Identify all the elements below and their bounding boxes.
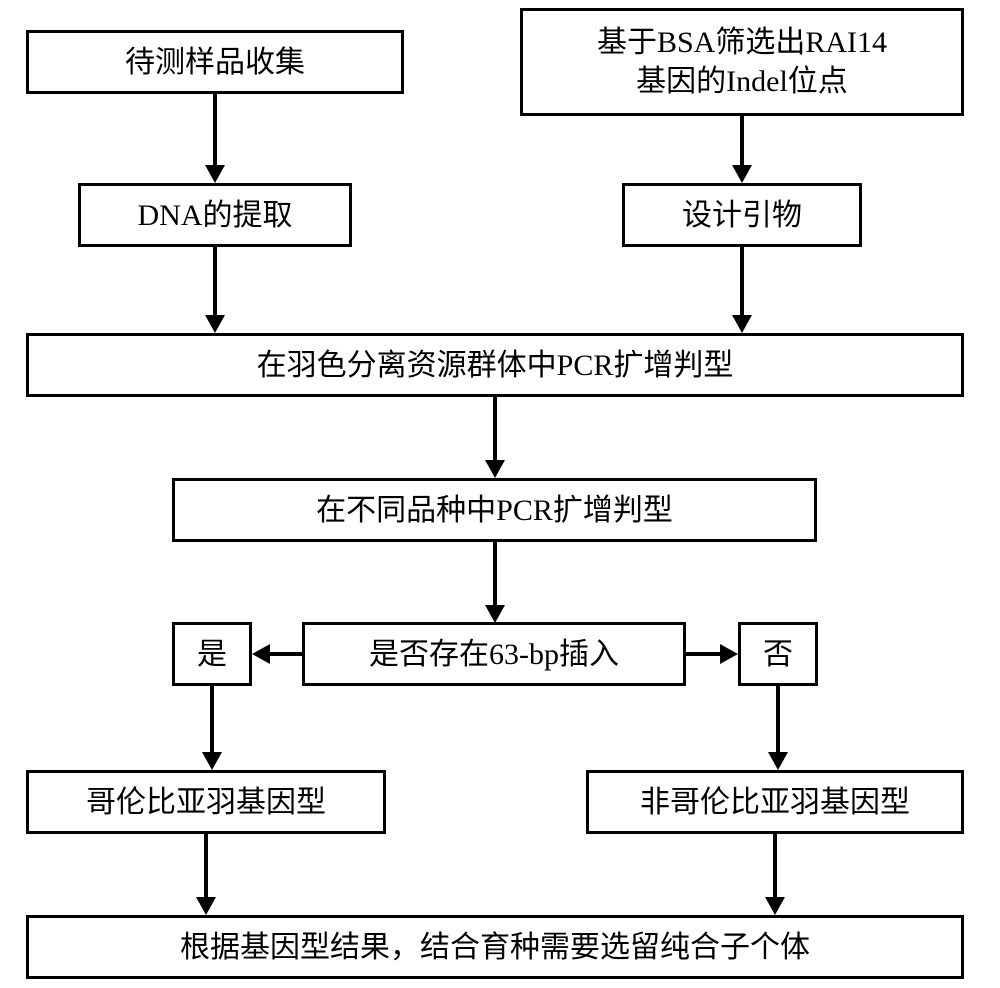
arrow-head-icon <box>720 644 738 664</box>
node-label: 在不同品种中PCR扩增判型 <box>316 491 673 530</box>
node-label: 是 <box>197 635 227 674</box>
arrow-line <box>740 116 744 166</box>
arrow-head-icon <box>202 752 222 770</box>
arrow-head-icon <box>485 605 505 623</box>
node-yes: 是 <box>172 622 252 686</box>
arrow-head-icon <box>252 644 270 664</box>
arrow-head-icon <box>205 315 225 333</box>
arrow-line <box>776 686 780 753</box>
node-primer-design: 设计引物 <box>622 183 862 247</box>
node-bsa-screening: 基于BSA筛选出RAI14 基因的Indel位点 <box>520 8 964 116</box>
arrow-line <box>773 834 777 898</box>
node-pcr-segregation: 在羽色分离资源群体中PCR扩增判型 <box>26 333 964 397</box>
node-label: 根据基因型结果，结合育种需要选留纯合子个体 <box>180 928 810 967</box>
arrow-line <box>213 94 217 166</box>
arrow-line <box>204 834 208 898</box>
node-decision-63bp: 是否存在63-bp插入 <box>302 622 686 686</box>
node-dna-extraction: DNA的提取 <box>78 183 352 247</box>
arrow-line <box>740 247 744 316</box>
arrow-head-icon <box>205 165 225 183</box>
node-label: 基于BSA筛选出RAI14 基因的Indel位点 <box>597 23 887 101</box>
node-label: 否 <box>763 635 793 674</box>
node-label: 是否存在63-bp插入 <box>369 635 619 674</box>
node-columbian-genotype: 哥伦比亚羽基因型 <box>26 770 386 834</box>
node-final-selection: 根据基因型结果，结合育种需要选留纯合子个体 <box>26 915 964 979</box>
node-label: 非哥伦比亚羽基因型 <box>640 783 910 822</box>
arrow-line <box>493 397 497 461</box>
arrow-line <box>493 542 497 606</box>
arrow-line <box>686 652 721 656</box>
arrow-head-icon <box>765 897 785 915</box>
node-label: DNA的提取 <box>138 196 293 235</box>
arrow-head-icon <box>732 315 752 333</box>
arrow-line <box>269 652 302 656</box>
node-sample-collection: 待测样品收集 <box>26 30 404 94</box>
arrow-head-icon <box>768 752 788 770</box>
arrow-head-icon <box>732 165 752 183</box>
flowchart-container: 待测样品收集 基于BSA筛选出RAI14 基因的Indel位点 DNA的提取 设… <box>0 0 1000 988</box>
node-pcr-breeds: 在不同品种中PCR扩增判型 <box>172 478 817 542</box>
arrow-head-icon <box>196 897 216 915</box>
node-label: 在羽色分离资源群体中PCR扩增判型 <box>257 346 734 385</box>
node-label: 设计引物 <box>682 196 802 235</box>
node-label: 待测样品收集 <box>125 43 305 82</box>
arrow-line <box>210 686 214 753</box>
arrow-line <box>213 247 217 316</box>
node-no: 否 <box>738 622 818 686</box>
node-label: 哥伦比亚羽基因型 <box>86 783 326 822</box>
node-non-columbian-genotype: 非哥伦比亚羽基因型 <box>586 770 964 834</box>
arrow-head-icon <box>485 460 505 478</box>
